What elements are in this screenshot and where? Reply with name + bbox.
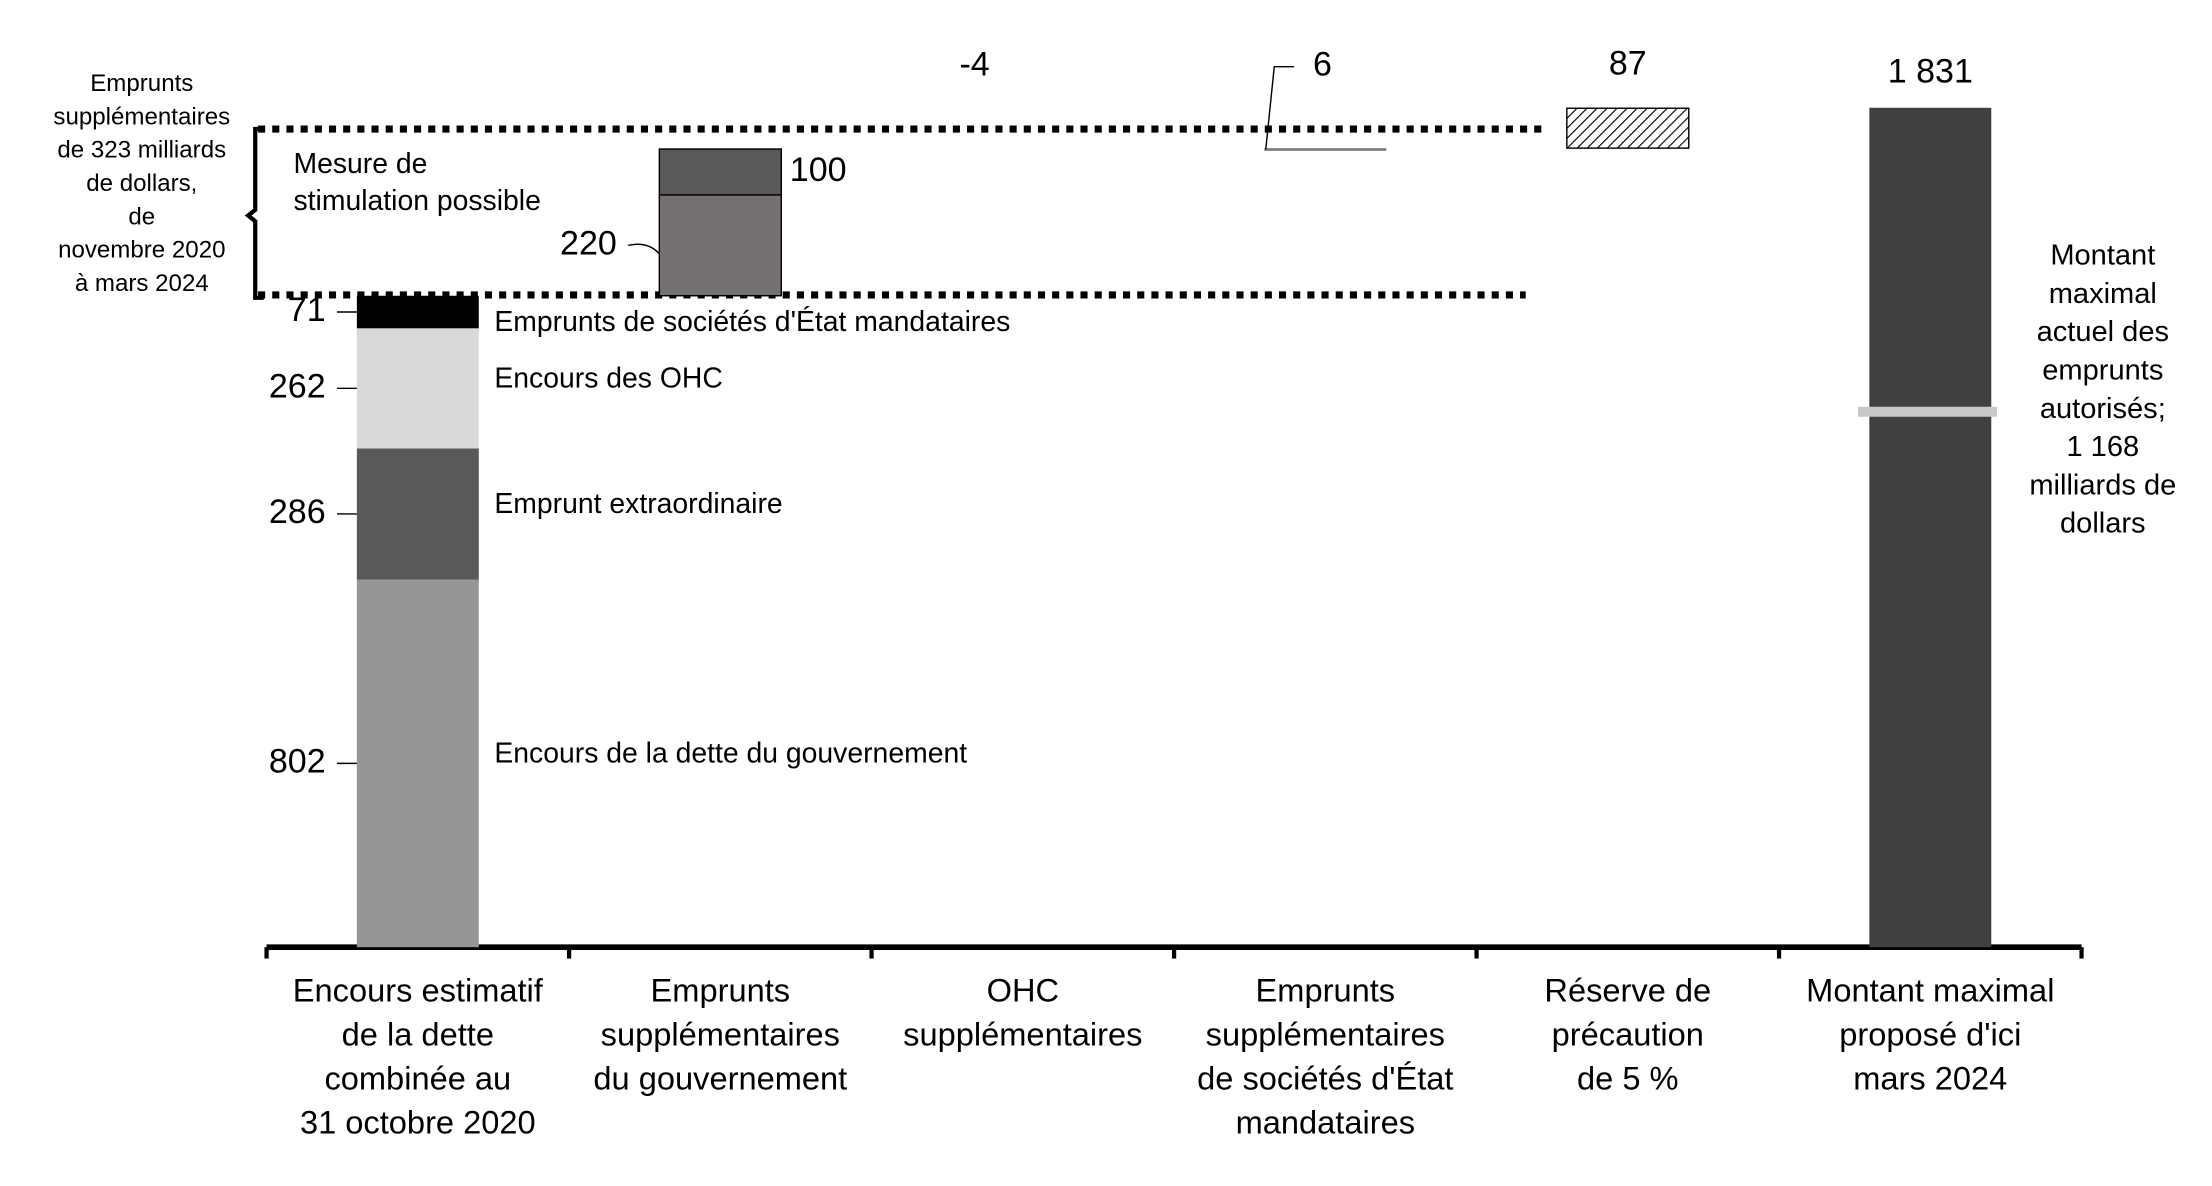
bar-segment bbox=[962, 149, 1084, 151]
bar-segment bbox=[356, 448, 479, 580]
bar-segment bbox=[658, 148, 782, 196]
segment-name: Emprunt extraordinaire bbox=[494, 488, 782, 520]
x-tick-label: Encours estimatif de la dette combinée au 3… bbox=[293, 971, 544, 1140]
segment-name: Encours des OHC bbox=[494, 362, 722, 394]
bar-segment bbox=[1869, 107, 1992, 948]
bar-segment bbox=[658, 194, 782, 297]
stimulus-note: Mesure de stimulation possible bbox=[294, 148, 541, 217]
value-label: 1 831 bbox=[1888, 53, 1973, 91]
value-label: 71 bbox=[288, 291, 326, 329]
bracket-note: Emprunts supplémentaires de 323 milliards d… bbox=[53, 70, 230, 297]
value-label: 87 bbox=[1609, 45, 1647, 83]
bracket bbox=[244, 126, 264, 300]
bar-segment bbox=[356, 579, 479, 948]
x-tick-label: Réserve de précaution de 5 % bbox=[1544, 971, 1711, 1096]
segment-name: Encours de la dette du gouvernement bbox=[494, 737, 967, 769]
value-label: 286 bbox=[269, 493, 326, 531]
value-label: 100 bbox=[790, 151, 847, 189]
value-label: 220 bbox=[560, 224, 617, 262]
bar-segment bbox=[1264, 148, 1387, 151]
value-label: 262 bbox=[269, 367, 326, 405]
value-label: -4 bbox=[959, 46, 989, 84]
leader bbox=[628, 243, 660, 255]
bar-segment bbox=[356, 295, 479, 329]
leader bbox=[1265, 65, 1295, 150]
value-label: 802 bbox=[269, 742, 326, 780]
x-tick-label: Emprunts supplémentaires de sociétés d'Éta… bbox=[1197, 971, 1453, 1140]
x-tick-label: Emprunts supplémentaires du gouvernement bbox=[593, 971, 847, 1096]
bar-segment bbox=[1566, 107, 1690, 149]
value-label: 6 bbox=[1313, 46, 1332, 84]
bar-segment bbox=[356, 328, 479, 449]
reference-note: Montant maximal actuel des emprunts autorisé… bbox=[2029, 239, 2176, 539]
segment-name: Emprunts de sociétés d'État mandataires bbox=[494, 306, 1010, 338]
x-tick-label: Montant maximal proposé d'ici mars 2024 bbox=[1806, 971, 2054, 1096]
x-tick-label: OHC supplémentaires bbox=[903, 971, 1142, 1052]
